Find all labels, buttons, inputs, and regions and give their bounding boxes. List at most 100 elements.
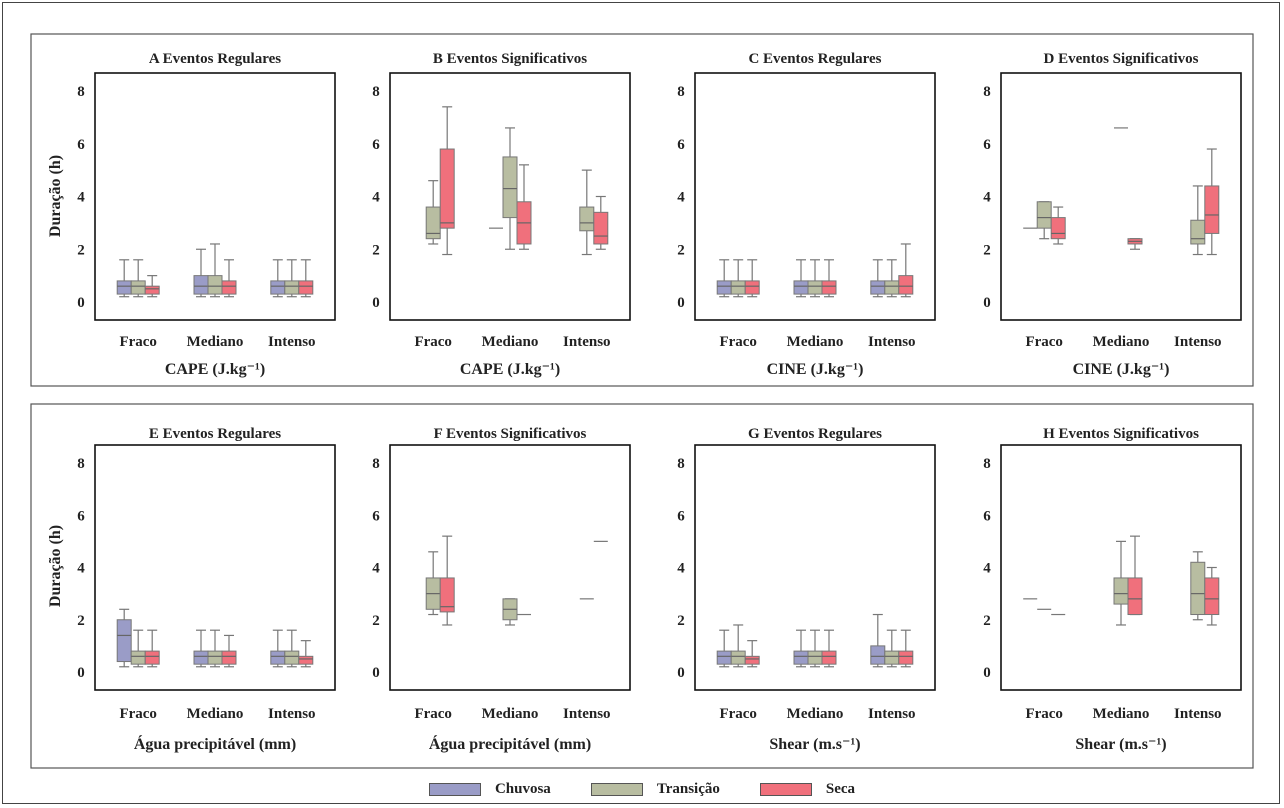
box-body xyxy=(1190,219,1206,245)
panel-g: 0 2 4 6 8 G Eventos Regulares Fraco Mediano Inte… xyxy=(677,426,936,753)
y-tick-label: 4 xyxy=(677,561,685,577)
box-body xyxy=(744,280,760,295)
box-transicao xyxy=(207,243,223,298)
y-tick-label: 4 xyxy=(372,190,380,206)
y-tick-label: 2 xyxy=(372,242,380,258)
box-seca xyxy=(898,243,914,298)
x-tick-label: Fraco xyxy=(119,334,156,350)
legend-label-chuvosa: Chuvosa xyxy=(494,781,551,797)
box-body xyxy=(1113,577,1129,605)
y-tick-label: 2 xyxy=(77,613,85,629)
box-body xyxy=(716,280,732,295)
x-axis-label: CAPE (J.kg⁻¹) xyxy=(460,361,560,378)
box-body xyxy=(1204,185,1220,234)
x-tick-label: Mediano xyxy=(787,706,844,722)
box-body xyxy=(593,211,609,245)
y-tick-label: 4 xyxy=(983,190,991,206)
box-seca xyxy=(1204,148,1220,256)
box-chuvosa xyxy=(270,629,286,668)
y-tick-label: 6 xyxy=(372,137,380,153)
y-tick-label: 6 xyxy=(77,508,85,524)
panel-title: A Eventos Regulares xyxy=(149,51,281,67)
box-transicao xyxy=(502,598,518,626)
box-seca xyxy=(1204,566,1220,626)
box-body xyxy=(1127,577,1143,616)
panel-f: 0 2 4 6 8 F Eventos Significativos Fraco Median… xyxy=(372,426,631,753)
box-body xyxy=(870,280,886,295)
box-transicao xyxy=(207,629,223,668)
box-transicao xyxy=(425,551,441,616)
box-body xyxy=(898,650,914,665)
x-tick-label: Intenso xyxy=(563,706,611,722)
box-body xyxy=(284,280,300,295)
y-tick-label: 6 xyxy=(983,137,991,153)
box-body xyxy=(270,650,286,665)
box-body xyxy=(116,619,132,663)
y-tick-label: 6 xyxy=(372,508,380,524)
box-body xyxy=(793,280,809,295)
y-axis-label: Duração (h) xyxy=(47,155,64,237)
box-body xyxy=(144,285,160,295)
y-tick-label: 8 xyxy=(77,84,85,100)
y-tick-label: 6 xyxy=(677,508,685,524)
legend-label-transicao: Transição xyxy=(656,781,720,797)
box-transicao xyxy=(1036,201,1052,240)
panel-b: 0 2 4 6 8 B Eventos Significativos Fraco Median… xyxy=(372,51,631,378)
y-tick-label: 8 xyxy=(77,456,85,472)
x-tick-label: Mediano xyxy=(482,334,539,350)
box-body xyxy=(221,650,237,665)
panel-e: 0 2 4 6 8 E Eventos Regulares Fraco Mediano Inte… xyxy=(47,426,336,753)
x-axis-label: CAPE (J.kg⁻¹) xyxy=(165,361,265,378)
panel-title: C Eventos Regulares xyxy=(748,51,881,67)
x-tick-label: Fraco xyxy=(414,334,451,350)
box-body xyxy=(870,645,886,665)
x-tick-label: Fraco xyxy=(119,706,156,722)
box-body xyxy=(884,650,900,665)
x-tick-label: Mediano xyxy=(1093,334,1150,350)
x-tick-label: Fraco xyxy=(1025,334,1062,350)
box-transicao xyxy=(284,629,300,668)
x-tick-label: Mediano xyxy=(187,706,244,722)
box-body xyxy=(298,655,314,665)
legend-swatch-seca xyxy=(759,783,812,796)
box-seca xyxy=(439,535,455,626)
box-transicao xyxy=(730,624,746,668)
box-transicao xyxy=(130,259,146,298)
y-tick-label: 8 xyxy=(983,456,991,472)
box-transicao xyxy=(130,629,146,668)
x-tick-label: Fraco xyxy=(414,706,451,722)
plot-area xyxy=(1000,72,1242,321)
panel-title: D Eventos Significativos xyxy=(1043,51,1198,67)
panel-c: 0 2 4 6 8 C Eventos Regulares Fraco Mediano Inte… xyxy=(677,51,936,378)
box-body xyxy=(716,650,732,665)
y-tick-label: 0 xyxy=(677,295,685,311)
box-body xyxy=(1050,217,1066,240)
box-chuvosa xyxy=(193,248,209,298)
box-seca xyxy=(593,195,609,250)
y-tick-label: 8 xyxy=(372,84,380,100)
panel-title: F Eventos Significativos xyxy=(434,426,587,442)
x-tick-label: Fraco xyxy=(719,706,756,722)
box-chuvosa xyxy=(116,608,132,668)
plot-area xyxy=(389,444,631,691)
box-body xyxy=(807,650,823,665)
panel-title: G Eventos Regulares xyxy=(748,426,882,442)
y-tick-label: 0 xyxy=(77,665,85,681)
box-seca xyxy=(821,629,837,668)
box-transicao xyxy=(730,259,746,298)
box-chuvosa xyxy=(870,613,886,668)
box-seca xyxy=(298,259,314,298)
box-body xyxy=(884,280,900,295)
panel-d: 0 2 4 6 8 D Eventos Significativos Fraco Median… xyxy=(983,51,1242,378)
box-chuvosa xyxy=(870,259,886,298)
legend: Chuvosa Transição Seca xyxy=(0,781,1284,798)
x-tick-label: Mediano xyxy=(187,334,244,350)
box-body xyxy=(193,275,209,295)
x-axis-label: Shear (m.s⁻¹) xyxy=(1075,736,1166,753)
x-tick-label: Intenso xyxy=(1174,706,1222,722)
row-frame-top xyxy=(30,33,1254,387)
box-body xyxy=(821,280,837,295)
panel-a: 0 2 4 6 8 A Eventos Regulares Fraco Mediano Inte… xyxy=(47,51,336,378)
